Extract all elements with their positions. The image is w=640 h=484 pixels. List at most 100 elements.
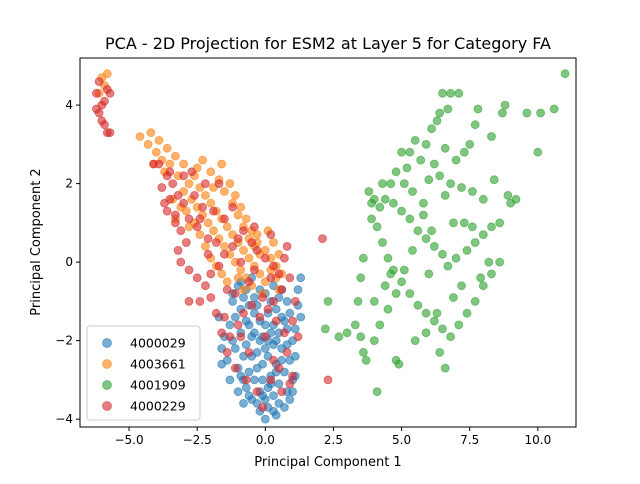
- x-tick-label: −2.5: [183, 433, 212, 447]
- y-tick-label: 2: [65, 177, 73, 191]
- data-point-4000229-41: [247, 238, 257, 247]
- data-point-4003661-61: [225, 179, 235, 189]
- data-point-4001909-119: [440, 190, 450, 200]
- data-point-4000229-21: [179, 198, 189, 208]
- data-point-4000029-14: [258, 375, 268, 385]
- data-point-4000029-72: [244, 391, 254, 401]
- plot-frame: [79, 57, 577, 428]
- data-point-4001909-16: [435, 108, 445, 118]
- data-point-4003661-55: [233, 210, 243, 220]
- data-point-4003661-30: [219, 241, 229, 251]
- data-point-4000029-82: [290, 324, 300, 334]
- data-point-4001909-24: [405, 147, 415, 157]
- legend-label: 4000229: [130, 399, 186, 414]
- data-point-4000229-27: [203, 234, 213, 244]
- data-point-4001909-103: [394, 359, 404, 369]
- data-point-4000229-80: [170, 218, 180, 228]
- data-point-4003661-51: [222, 277, 232, 287]
- data-point-4001909-27: [391, 167, 401, 177]
- data-point-4001909-53: [380, 194, 390, 204]
- data-point-4001909-75: [476, 273, 486, 283]
- data-point-4001909-85: [383, 304, 393, 314]
- data-point-4000229-68: [241, 375, 251, 385]
- data-point-4003661-21: [206, 198, 216, 208]
- data-point-4000029-96: [282, 296, 292, 306]
- data-point-4001909-25: [397, 147, 407, 157]
- data-point-4000029-31: [241, 316, 251, 326]
- data-point-4003661-28: [222, 222, 232, 232]
- data-point-4000029-93: [239, 398, 248, 408]
- data-point-4003661-81: [269, 238, 278, 247]
- data-point-4001909-84: [375, 320, 385, 330]
- data-point-4000029-74: [290, 351, 300, 361]
- data-point-4000029-47: [249, 293, 259, 302]
- data-point-4000229-75: [209, 206, 218, 216]
- data-point-4001909-29: [416, 155, 426, 165]
- data-point-4001909-115: [484, 257, 494, 267]
- data-point-4001909-101: [440, 363, 450, 373]
- data-point-4001909-104: [448, 218, 458, 228]
- data-point-4001909-3: [533, 147, 543, 157]
- data-point-4000229-55: [233, 320, 243, 330]
- data-point-4000229-49: [277, 285, 287, 295]
- data-point-4000229-101: [165, 194, 175, 204]
- data-point-4003661-84: [239, 285, 248, 295]
- data-point-4000229-87: [318, 234, 327, 244]
- data-point-4001909-36: [489, 175, 499, 185]
- data-point-4001909-9: [470, 120, 480, 130]
- data-point-4001909-113: [448, 293, 458, 302]
- data-point-4001909-79: [350, 320, 360, 330]
- data-point-4000229-57: [219, 312, 229, 322]
- data-point-4000229-33: [192, 273, 202, 283]
- data-point-4001909-1: [549, 104, 559, 114]
- data-point-4001909-35: [478, 194, 488, 204]
- data-point-4001909-4: [522, 108, 532, 118]
- data-point-4000229-35: [206, 269, 216, 279]
- data-point-4000229-45: [274, 269, 284, 279]
- data-point-4001909-0: [560, 69, 570, 79]
- legend-marker: [102, 401, 112, 411]
- data-point-4000029-63: [244, 367, 254, 377]
- y-tick-label: 0: [65, 255, 73, 269]
- data-point-4000229-74: [195, 296, 205, 306]
- data-point-4001909-41: [478, 230, 488, 240]
- data-point-4000229-28: [176, 226, 186, 236]
- data-point-4001909-30: [424, 175, 434, 185]
- data-point-4000229-31: [176, 257, 186, 267]
- x-tick-label: 2.5: [324, 433, 343, 447]
- data-point-4001909-112: [424, 269, 434, 279]
- data-point-4000229-103: [266, 230, 276, 240]
- data-point-4001909-13: [443, 104, 453, 114]
- data-point-4000229-30: [173, 245, 183, 255]
- data-point-4001909-71: [470, 296, 480, 306]
- data-point-4000229-70: [222, 347, 232, 357]
- data-point-4001909-92: [323, 296, 333, 306]
- x-tick-label: 7.5: [460, 433, 479, 447]
- data-point-4000229-23: [165, 167, 175, 177]
- data-point-4003661-67: [260, 245, 270, 255]
- data-point-4000229-43: [260, 253, 270, 263]
- data-point-4000229-46: [279, 253, 289, 263]
- legend-label: 4001909: [130, 378, 186, 393]
- legend-marker: [102, 380, 112, 390]
- data-point-4003661-46: [195, 230, 205, 240]
- data-point-4000029-90: [285, 395, 295, 404]
- data-point-4001909-65: [421, 308, 431, 318]
- data-point-4000229-93: [249, 265, 259, 275]
- data-point-4000229-47: [282, 241, 292, 251]
- data-point-4001909-47: [429, 241, 439, 251]
- data-point-4000229-1: [92, 88, 101, 98]
- data-point-4001909-86: [391, 289, 401, 298]
- data-point-4000229-66: [266, 375, 276, 385]
- data-point-4000229-9: [100, 120, 109, 130]
- data-point-4000229-64: [282, 347, 292, 357]
- data-point-4000229-22: [184, 214, 194, 224]
- data-point-4003661-23: [203, 218, 213, 228]
- data-point-4001909-34: [467, 187, 477, 196]
- data-point-4001909-56: [364, 187, 374, 196]
- data-point-4000029-81: [293, 285, 303, 295]
- data-point-4001909-49: [413, 226, 423, 236]
- y-tick-label: −4: [55, 412, 73, 426]
- data-point-4001909-33: [457, 183, 466, 192]
- data-point-4000029-17: [274, 379, 284, 389]
